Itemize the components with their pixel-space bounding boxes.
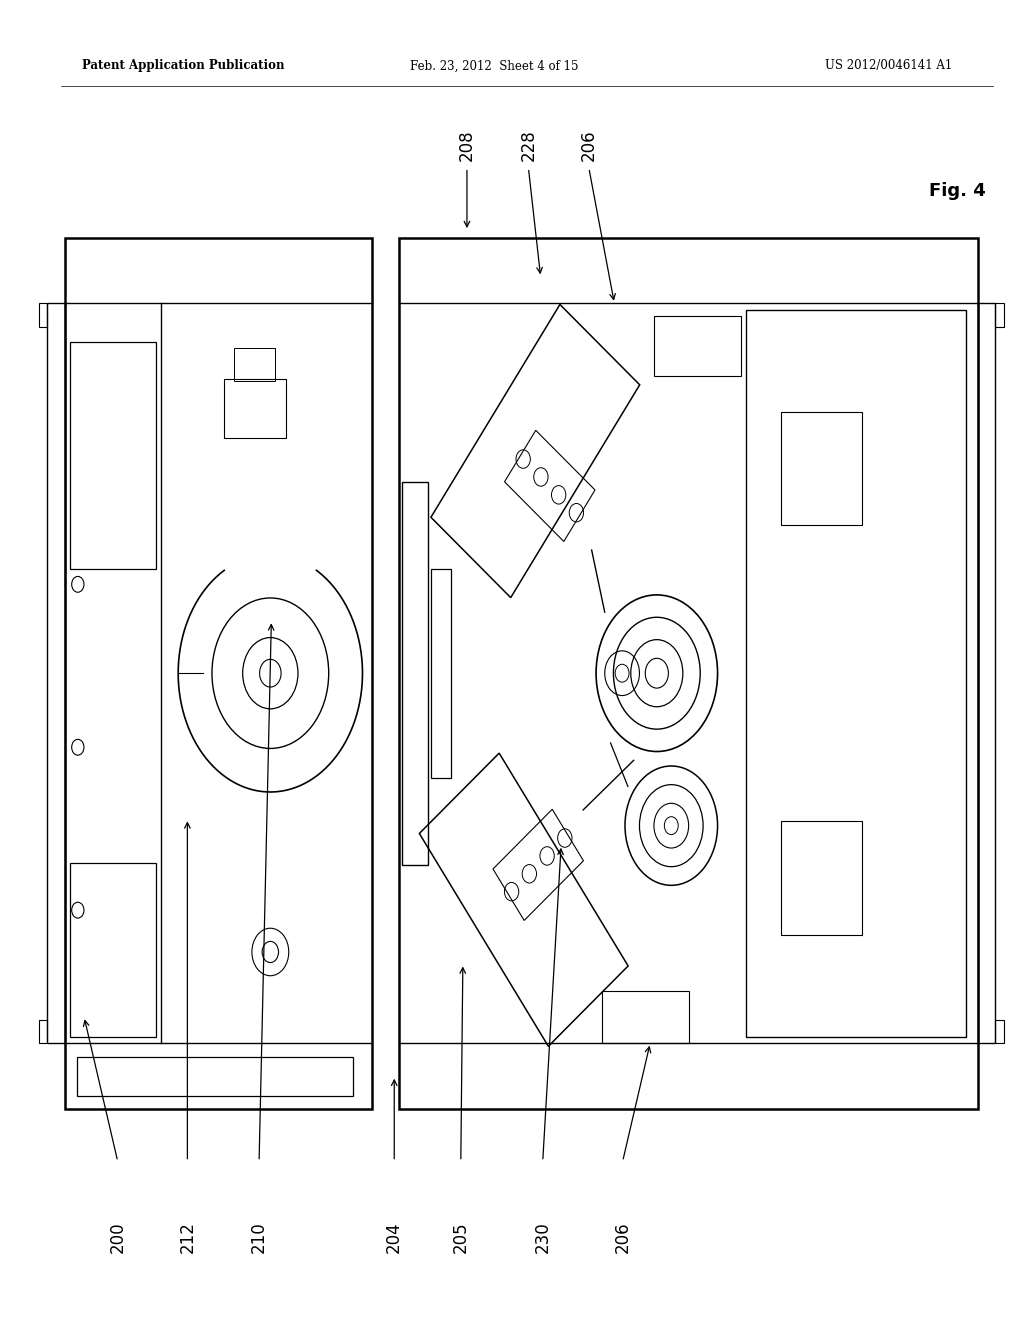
Text: US 2012/0046141 A1: US 2012/0046141 A1 (825, 59, 952, 73)
Bar (602, 990, 688, 1043)
Bar (70, 342, 156, 569)
Text: 230: 230 (534, 1221, 552, 1253)
Text: 206: 206 (613, 1221, 632, 1253)
Bar (978, 302, 995, 1043)
Text: 205: 205 (452, 1221, 470, 1253)
Bar (781, 412, 862, 525)
Bar (402, 482, 428, 865)
Bar (39, 302, 47, 326)
Bar (995, 1019, 1004, 1043)
Bar (39, 1019, 47, 1043)
Bar (65, 238, 372, 1109)
Bar (995, 302, 1004, 326)
Bar (234, 348, 275, 381)
Text: 200: 200 (109, 1221, 127, 1253)
Bar (77, 1056, 353, 1096)
Bar (781, 821, 862, 935)
Text: Patent Application Publication: Patent Application Publication (82, 59, 285, 73)
Text: 212: 212 (178, 1221, 197, 1253)
Text: 208: 208 (458, 129, 476, 161)
Text: Feb. 23, 2012  Sheet 4 of 15: Feb. 23, 2012 Sheet 4 of 15 (410, 59, 579, 73)
Bar (224, 379, 286, 438)
Text: Fig. 4: Fig. 4 (929, 182, 986, 201)
Text: 204: 204 (385, 1221, 403, 1253)
Bar (746, 309, 967, 1038)
Bar (47, 302, 65, 1043)
Bar (399, 238, 978, 1109)
Bar (654, 315, 740, 375)
Bar (70, 863, 156, 1038)
Text: 210: 210 (250, 1221, 268, 1253)
Text: 228: 228 (519, 129, 538, 161)
Text: 206: 206 (580, 129, 598, 161)
